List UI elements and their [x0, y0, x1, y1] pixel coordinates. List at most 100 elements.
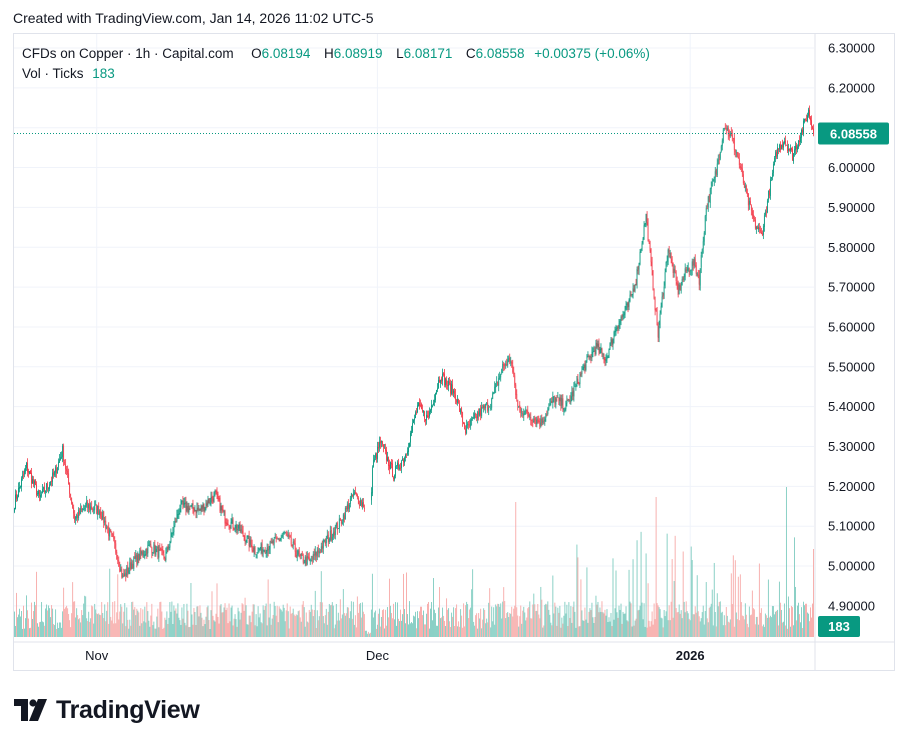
- volume-bar: [169, 602, 171, 637]
- volume-bar: [199, 605, 201, 637]
- candle-body: [282, 535, 284, 537]
- volume-bar: [215, 613, 217, 637]
- candle-body: [521, 413, 523, 414]
- candle-body: [744, 185, 746, 188]
- volume-bar: [767, 579, 769, 637]
- volume-bar: [147, 611, 149, 637]
- volume-bar: [276, 605, 278, 637]
- volume-bar: [649, 626, 651, 637]
- volume-bar: [744, 603, 746, 637]
- candle-body: [712, 180, 714, 182]
- volume-bar: [65, 607, 67, 637]
- volume-bar: [299, 617, 301, 637]
- chart-pane[interactable]: [13, 33, 895, 671]
- volume-bar: [46, 604, 48, 637]
- volume-bar: [189, 626, 191, 637]
- candle-body: [246, 536, 248, 543]
- volume-bar: [146, 602, 148, 637]
- volume-bar: [91, 605, 93, 637]
- volume-bar: [717, 606, 719, 637]
- volume-bar: [555, 606, 557, 637]
- candle-body: [308, 557, 310, 561]
- candle-body: [349, 498, 351, 504]
- legend-volume-label[interactable]: Vol · Ticks: [22, 66, 84, 81]
- volume-bar: [333, 628, 335, 637]
- volume-bar: [424, 624, 425, 637]
- candle-body: [297, 550, 299, 556]
- candle-body: [785, 140, 786, 144]
- volume-bar: [543, 625, 545, 637]
- volume-bar: [467, 604, 469, 637]
- volume-bar: [254, 625, 256, 637]
- candle-body: [181, 501, 183, 503]
- candle-body: [443, 373, 444, 375]
- candle-body: [46, 483, 47, 490]
- volume-bar: [663, 610, 665, 637]
- volume-bar: [378, 608, 380, 637]
- candle-body: [179, 508, 181, 513]
- volume-bar: [53, 624, 55, 637]
- volume-bar: [554, 602, 556, 637]
- volume-bar: [425, 624, 426, 637]
- volume-bar: [172, 623, 174, 637]
- volume-bar: [758, 563, 760, 637]
- volume-bar: [398, 618, 399, 637]
- candle-body: [251, 544, 253, 551]
- volume-bar: [702, 605, 704, 637]
- candle-body: [674, 268, 676, 273]
- candle-body: [500, 374, 502, 378]
- volume-bar: [33, 611, 34, 637]
- volume-bar: [735, 612, 737, 637]
- candle-body: [538, 420, 540, 422]
- candle-body: [710, 187, 712, 190]
- volume-bar: [364, 630, 366, 637]
- tradingview-logo[interactable]: TradingView: [14, 695, 200, 725]
- candle-body: [106, 527, 108, 529]
- candle-body: [640, 250, 642, 253]
- candle-body: [170, 533, 172, 542]
- volume-bar: [74, 601, 76, 637]
- volume-bar: [567, 625, 569, 637]
- volume-bar: [627, 621, 629, 637]
- candle-body: [754, 219, 756, 229]
- volume-bar: [445, 625, 447, 637]
- candle-body: [489, 406, 491, 408]
- volume-bar: [551, 625, 553, 637]
- volume-bar: [390, 613, 392, 637]
- price-axis-label: 5.70000: [828, 280, 875, 295]
- candle-body: [415, 412, 416, 418]
- candle-body: [662, 295, 664, 297]
- candle-body: [683, 276, 685, 280]
- candle-body: [737, 156, 739, 159]
- legend-high-label: H: [323, 46, 334, 61]
- candle-body: [664, 272, 666, 286]
- volume-bar: [635, 618, 637, 637]
- candle-body: [141, 551, 143, 555]
- volume-bar: [284, 621, 286, 637]
- volume-bar: [789, 626, 791, 637]
- volume-bar: [214, 621, 216, 637]
- volume-bar: [598, 612, 600, 637]
- volume-bar: [457, 626, 459, 637]
- volume-bar: [618, 605, 620, 637]
- candle-body: [157, 546, 159, 558]
- candle-body: [502, 363, 504, 369]
- volume-bar: [766, 617, 768, 637]
- candle-body: [263, 549, 265, 551]
- candle-body: [250, 539, 252, 545]
- candle-body: [144, 554, 146, 556]
- candle-body: [71, 497, 73, 504]
- volume-bar: [447, 609, 449, 637]
- candle-body: [180, 501, 182, 508]
- legend-open-value: 6.08194: [261, 46, 311, 61]
- legend-symbol[interactable]: CFDs on Copper · 1h · Capital.com: [22, 46, 234, 61]
- candle-body: [208, 498, 210, 504]
- volume-bar: [319, 602, 321, 637]
- candle-body: [272, 541, 274, 545]
- candle-body: [312, 553, 314, 560]
- volume-bar: [534, 604, 536, 637]
- volume-bar: [566, 604, 568, 637]
- candle-body: [559, 397, 561, 402]
- candle-body: [142, 550, 144, 556]
